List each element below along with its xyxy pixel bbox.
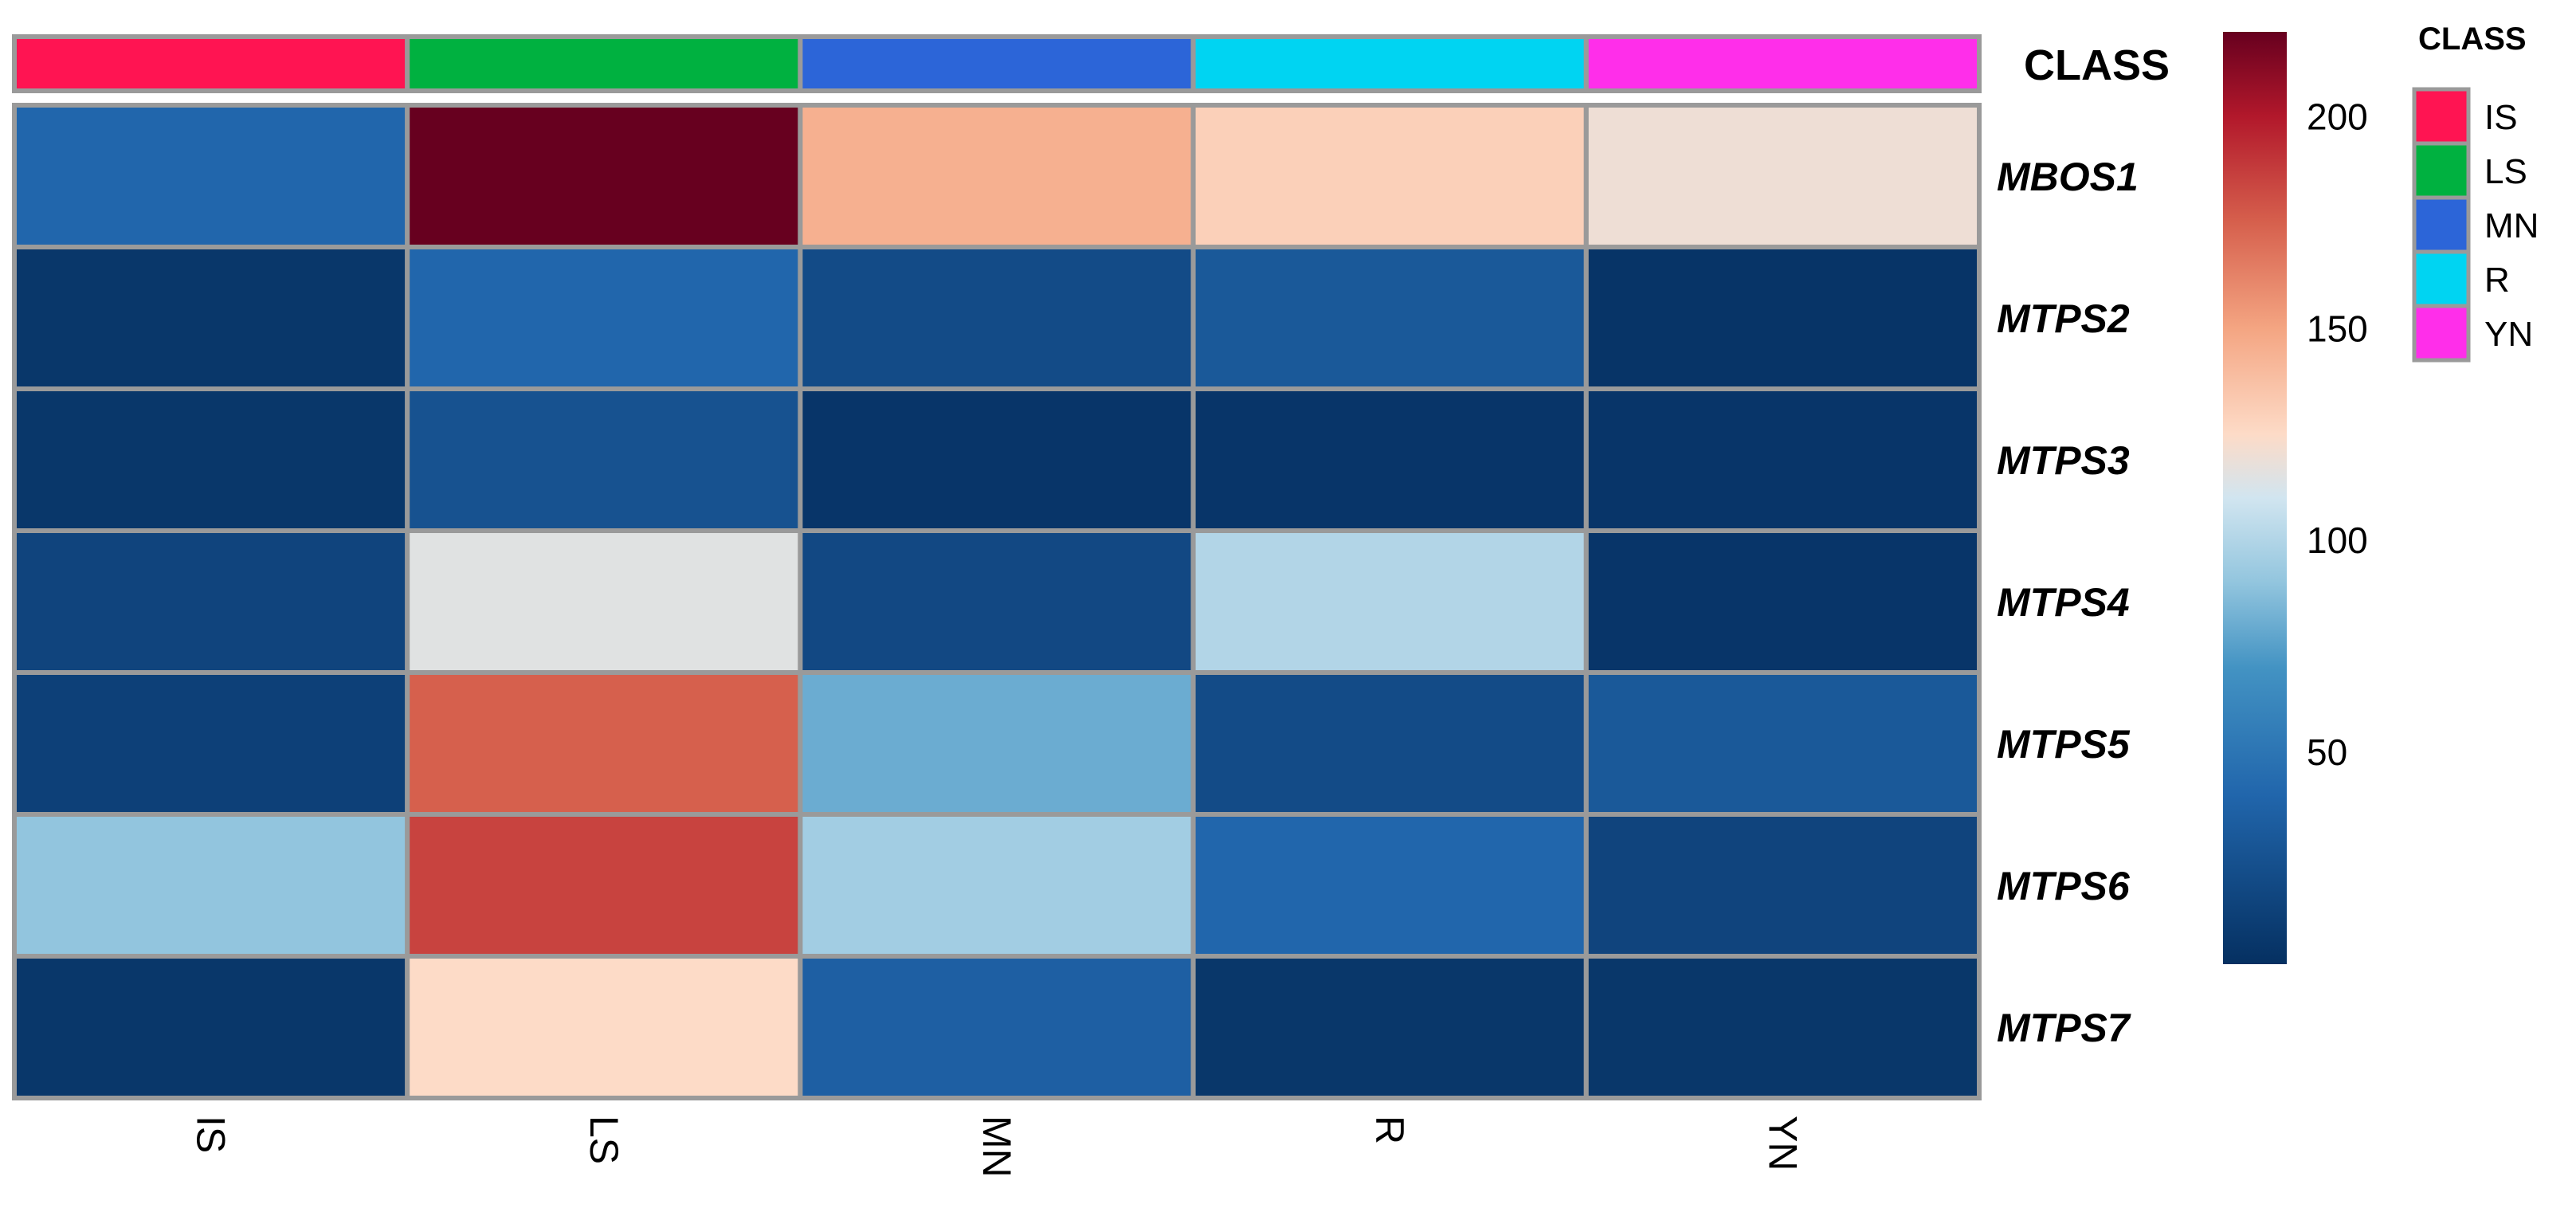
heatmap-cell-mtps3-yn: [1583, 386, 1982, 533]
column-label-r: R: [1367, 1116, 1412, 1144]
row-label-mtps6: MTPS6: [1997, 864, 2131, 908]
column-label-mn: MN: [974, 1116, 1019, 1178]
row-label-mtps2: MTPS2: [1997, 296, 2130, 341]
heatmap-cell-mtps3-is: [12, 386, 410, 533]
heatmap-cell-mtps2-mn: [798, 245, 1196, 391]
heatmap-cell-mtps7-r: [1190, 954, 1589, 1100]
heatmap-cell-mbos1-mn: [798, 103, 1196, 249]
legend-label-ls: LS: [2484, 152, 2527, 191]
heatmap-cell-mtps7-mn: [798, 954, 1196, 1100]
column-label-ls: LS: [582, 1116, 626, 1164]
class-annotation-cell-mn: [798, 34, 1196, 93]
heatmap-cell-mtps5-r: [1190, 670, 1589, 817]
heatmap-cell-mtps4-ls: [405, 528, 803, 675]
heatmap-cell-mtps6-is: [12, 812, 410, 959]
row-label-mtps4: MTPS4: [1997, 580, 2130, 625]
heatmap-cell-mtps5-yn: [1583, 670, 1982, 817]
legend-swatch-yn: [2412, 304, 2471, 363]
heatmap-cell-mtps4-is: [12, 528, 410, 675]
heatmap-cell-mbos1-ls: [405, 103, 803, 249]
color-scale-tick-100: 100: [2307, 520, 2368, 561]
heatmap-cell-mtps5-is: [12, 670, 410, 817]
class-annotation-cell-yn: [1583, 34, 1982, 93]
heatmap-cell-mtps2-r: [1190, 245, 1589, 391]
heatmap-cell-mtps7-ls: [405, 954, 803, 1100]
heatmap-cell-mtps3-ls: [405, 386, 803, 533]
color-scale-tick-200: 200: [2307, 96, 2368, 137]
class-annotation-cell-is: [12, 34, 410, 93]
heatmap-cell-mbos1-r: [1190, 103, 1589, 249]
class-annotation-cell-r: [1190, 34, 1589, 93]
class-annotation-cell-ls: [405, 34, 803, 93]
heatmap-cell-mtps4-yn: [1583, 528, 1982, 675]
heatmap-cell-mtps5-mn: [798, 670, 1196, 817]
heatmap-cell-mtps6-ls: [405, 812, 803, 959]
heatmap-cell-mtps5-ls: [405, 670, 803, 817]
legend-label-is: IS: [2484, 98, 2518, 137]
heatmap-cell-mtps6-mn: [798, 812, 1196, 959]
row-label-mtps5: MTPS5: [1997, 722, 2131, 767]
heatmap-cells: [12, 103, 1982, 1100]
heatmap-cell-mtps6-yn: [1583, 812, 1982, 959]
color-scale-tick-50: 50: [2307, 731, 2347, 773]
legend-swatch-r: [2412, 249, 2471, 308]
heatmap-cell-mbos1-yn: [1583, 103, 1982, 249]
heatmap-cell-mtps2-yn: [1583, 245, 1982, 391]
heatmap-cell-mtps3-r: [1190, 386, 1589, 533]
column-label-is: IS: [189, 1116, 233, 1153]
row-label-mbos1: MBOS1: [1997, 155, 2139, 199]
heatmap-cell-mtps7-yn: [1583, 954, 1982, 1100]
heatmap-cell-mbos1-is: [12, 103, 410, 249]
color-scale-gradient: [2223, 32, 2287, 964]
heatmap-cell-mtps2-ls: [405, 245, 803, 391]
legend-label-mn: MN: [2484, 206, 2539, 245]
heatmap-cell-mtps2-is: [12, 245, 410, 391]
color-scale-bar: 50 100 150 200: [2223, 32, 2368, 964]
row-labels: MBOS1 MTPS2 MTPS3 MTPS4 MTPS5 MTPS6 MTPS7: [1997, 155, 2139, 1050]
legend-swatch-mn: [2412, 195, 2471, 254]
class-legend: CLASS IS LS MN R YN: [2412, 22, 2539, 363]
class-annotation-title: CLASS: [2024, 41, 2170, 89]
heatmap-cell-mtps4-r: [1190, 528, 1589, 675]
class-annotation-bar: [12, 34, 1982, 93]
heatmap-cell-mtps4-mn: [798, 528, 1196, 675]
row-label-mtps7: MTPS7: [1997, 1006, 2131, 1050]
legend-swatch-is: [2412, 87, 2471, 146]
heatmap-cell-mtps7-is: [12, 954, 410, 1100]
legend-swatch-ls: [2412, 141, 2471, 200]
legend-label-r: R: [2484, 261, 2510, 300]
legend-label-yn: YN: [2484, 315, 2533, 354]
heatmap-cell-mtps6-r: [1190, 812, 1589, 959]
column-labels: IS LS MN R YN: [189, 1116, 1806, 1178]
heatmap-cell-mtps3-mn: [798, 386, 1196, 533]
legend-title: CLASS: [2418, 22, 2527, 57]
row-label-mtps3: MTPS3: [1997, 438, 2130, 483]
color-scale-tick-150: 150: [2307, 308, 2368, 349]
column-label-yn: YN: [1760, 1116, 1805, 1171]
